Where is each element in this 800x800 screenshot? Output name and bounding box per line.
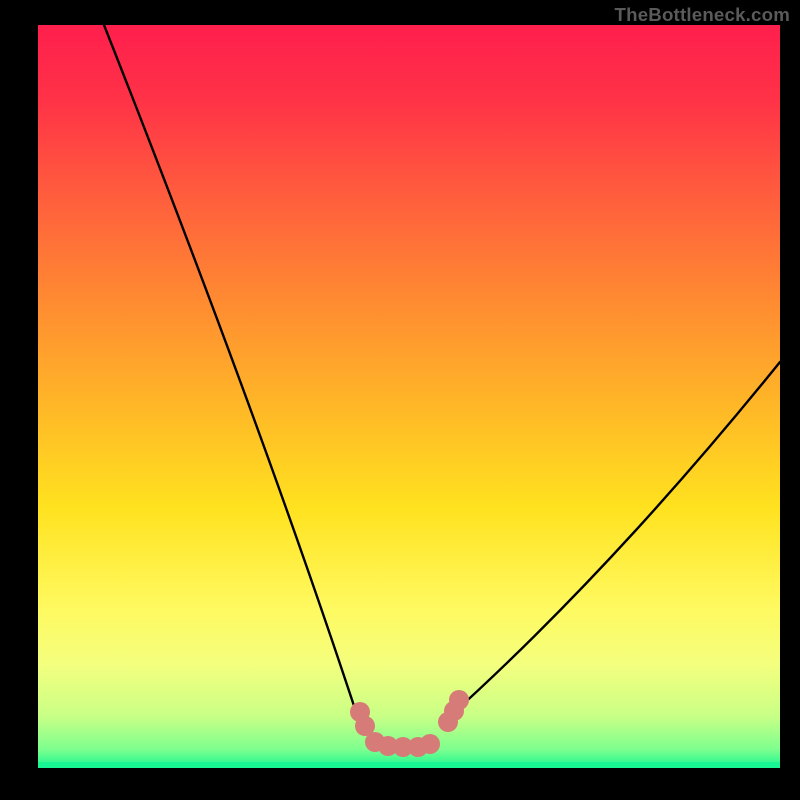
heat-gradient: [38, 25, 780, 768]
green-band: [38, 762, 780, 768]
trough-dot: [420, 734, 440, 754]
left-border: [0, 0, 38, 800]
watermark-label: TheBottleneck.com: [615, 4, 791, 26]
right-border: [780, 0, 800, 800]
bottom-border: [0, 768, 800, 800]
chart-stage: TheBottleneck.com: [0, 0, 800, 800]
chart-svg: [0, 0, 800, 800]
trough-dot: [449, 690, 469, 710]
